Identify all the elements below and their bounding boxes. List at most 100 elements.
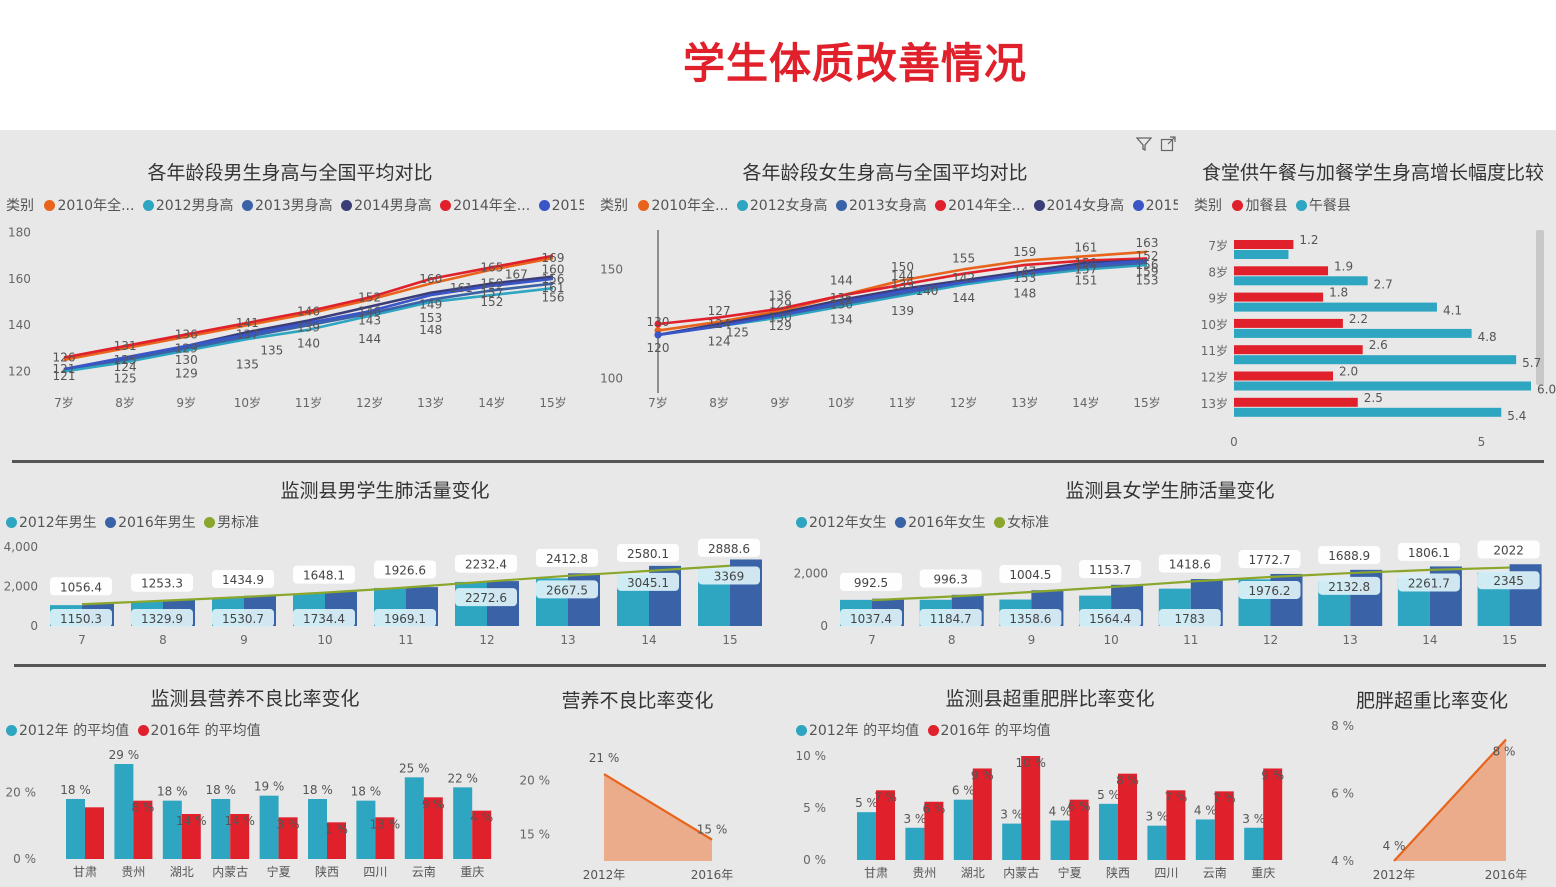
legend-item[interactable]: 2010年全... xyxy=(44,198,134,214)
data-label-bg xyxy=(1477,540,1540,559)
legend-item[interactable]: 2010年全... xyxy=(638,198,728,214)
x-tick-label: 8 xyxy=(948,633,956,647)
data-label: 130 xyxy=(647,315,670,329)
legend-item[interactable]: 2012男身高 xyxy=(142,198,234,214)
x-tick-label: 13岁 xyxy=(1011,395,1038,410)
data-label-bg xyxy=(999,565,1062,584)
bar xyxy=(857,812,876,860)
data-label: 1153.7 xyxy=(1089,563,1131,577)
legend-item[interactable]: 男标准 xyxy=(204,515,259,531)
x-tick-label: 2016年 xyxy=(691,868,734,882)
data-label-bg xyxy=(617,572,679,591)
y-tick-label: 8 % xyxy=(1331,719,1354,733)
data-label: 7 % xyxy=(1213,791,1236,805)
data-label: 10 % xyxy=(1015,756,1046,770)
data-label: 1530.7 xyxy=(222,612,264,626)
legend-item[interactable]: 2013女身高 xyxy=(835,198,927,214)
x-tick-label: 13 xyxy=(1343,633,1358,647)
legend-dot xyxy=(341,200,353,211)
bar xyxy=(211,799,231,859)
data-label: 156 xyxy=(542,290,565,304)
section-divider xyxy=(12,460,1544,463)
data-label: 1253.3 xyxy=(141,577,183,591)
x-tick-label: 甘肃 xyxy=(73,865,97,879)
bar xyxy=(1234,266,1329,276)
legend-item[interactable]: 2015女身 xyxy=(1132,198,1178,214)
data-label: 146 xyxy=(297,304,320,318)
legend-item[interactable]: 2013男身高 xyxy=(241,198,333,214)
x-tick-label: 15岁 xyxy=(539,395,566,410)
data-label: 18 % xyxy=(351,785,382,799)
data-label: 124 xyxy=(708,334,731,348)
data-label: 18 % xyxy=(60,783,91,797)
data-label-bg xyxy=(617,543,679,562)
y-tick-label: 4,000 xyxy=(4,540,38,554)
data-label: 159 xyxy=(1013,245,1036,259)
legend-item[interactable]: 2014女身高 xyxy=(1033,198,1124,214)
filter-icon[interactable] xyxy=(1135,136,1153,156)
girls-height-legend: 类别 2010年全... 2012女身高 2013女身高 2014年全... 2… xyxy=(600,195,1178,215)
data-label-bg xyxy=(50,609,112,627)
legend-item[interactable]: 2014年全... xyxy=(935,198,1025,214)
data-label: 1648.1 xyxy=(303,569,345,583)
legend-item[interactable]: 2016年 的平均值 xyxy=(137,723,261,739)
legend-item[interactable]: 2014男身高 xyxy=(341,198,432,214)
standard-line xyxy=(81,564,731,606)
y-tick-label: 8岁 xyxy=(1208,264,1228,279)
malnutrition-trend-title: 营养不良比率变化 xyxy=(561,690,714,712)
legend-item[interactable]: 2012年 的平均值 xyxy=(6,723,129,739)
data-label: 148 xyxy=(1013,286,1036,300)
boys-lung-legend: 2012年男生 2016年男生 男标准 xyxy=(6,512,506,532)
legend-item[interactable]: 2012女身高 xyxy=(736,198,828,214)
malnutrition-trend-area-chart: 20 % 15 % 21 % 15 % 2012年 2016年 xyxy=(520,751,734,882)
focus-mode-icon[interactable] xyxy=(1160,136,1176,156)
legend-item[interactable]: 2012年男生 xyxy=(6,515,97,531)
data-label-bg xyxy=(1238,550,1301,569)
x-tick-label: 15 xyxy=(1502,633,1517,647)
legend-item[interactable]: 2016年男生 xyxy=(105,515,196,531)
y-tick-label: 150 xyxy=(600,262,623,276)
data-label: 152 xyxy=(480,295,503,309)
data-label: 5 % xyxy=(855,796,878,810)
y-tick-label: 4 % xyxy=(1331,854,1354,868)
x-tick-label: 12岁 xyxy=(356,395,383,410)
legend-item[interactable]: 加餐县 xyxy=(1232,198,1287,214)
data-label: 127 xyxy=(708,304,731,318)
x-tick-label: 15 xyxy=(722,633,737,647)
data-label: 144 xyxy=(952,291,975,305)
data-label-bg xyxy=(212,569,274,588)
series-line xyxy=(657,257,1148,326)
data-label: 159 xyxy=(1136,265,1159,279)
data-label: 8 % xyxy=(1116,774,1139,788)
data-label: 169 xyxy=(542,251,565,265)
data-label-bg xyxy=(840,572,902,591)
data-label-bg xyxy=(698,566,760,585)
data-label-bg xyxy=(131,609,193,627)
legend-item[interactable]: 午餐县 xyxy=(1295,198,1351,214)
data-label: 161 xyxy=(450,281,473,295)
legend-item[interactable]: 2012年女生 xyxy=(796,515,887,531)
legend-item[interactable]: 2016年 的平均值 xyxy=(927,723,1051,739)
obesity-trend-title: 肥胖超重比率变化 xyxy=(1355,690,1508,712)
data-label: 1 % xyxy=(325,822,348,836)
series-line xyxy=(63,277,554,371)
data-label: 25 % xyxy=(399,761,430,775)
legend-item[interactable]: 2014年全... xyxy=(440,198,530,214)
bar xyxy=(1234,302,1437,312)
legend-item[interactable]: 女标准 xyxy=(994,515,1049,531)
data-label: 2.0 xyxy=(1339,365,1358,379)
legend-item[interactable]: 2012年 的平均值 xyxy=(796,723,919,739)
data-label-bg xyxy=(212,609,274,627)
bar xyxy=(972,768,992,860)
data-label: 2580.1 xyxy=(627,547,669,561)
legend-item[interactable]: 2015男身 xyxy=(538,198,584,214)
data-label-bg xyxy=(919,569,982,588)
data-label: 124 xyxy=(114,360,137,374)
scrollbar-thumb[interactable] xyxy=(1536,230,1544,385)
x-tick-label: 湖北 xyxy=(170,864,194,879)
data-label-bg xyxy=(698,538,760,557)
data-label: 18 % xyxy=(302,783,333,797)
legend-item[interactable]: 2016年女生 xyxy=(895,515,986,531)
boys-lung-title: 监测县男学生肺活量变化 xyxy=(280,480,490,502)
x-tick-label: 湖北 xyxy=(961,865,985,880)
